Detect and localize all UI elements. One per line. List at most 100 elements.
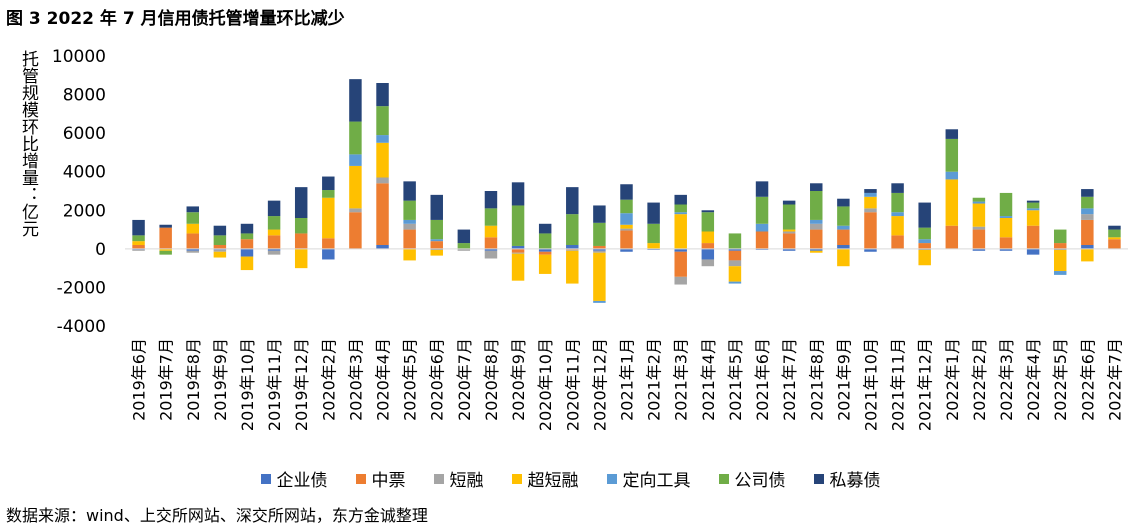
bar-segment <box>1026 208 1040 211</box>
x-tick-label: 2019年11月 <box>265 338 284 431</box>
bar-segment <box>945 129 959 139</box>
bar-segment <box>566 214 579 245</box>
bar-segment <box>755 223 769 232</box>
bars-group <box>132 79 1121 303</box>
bar-segment <box>376 245 389 249</box>
bar-segment <box>972 203 986 227</box>
bar-segment <box>1081 189 1094 197</box>
bar-segment <box>810 248 823 251</box>
bar-segment <box>864 192 877 197</box>
bar-segment <box>945 138 959 172</box>
bar-segment <box>620 248 633 252</box>
y-tick-label: 6000 <box>63 124 106 144</box>
bar-segment <box>918 202 931 228</box>
bar-segment <box>891 216 904 236</box>
bar-segment <box>701 210 715 213</box>
bar-segment <box>322 176 335 191</box>
y-tick-label: 0 <box>95 240 106 260</box>
legend-label: 企业债 <box>276 471 328 491</box>
bar-segment <box>837 198 850 207</box>
bar-segment <box>457 243 471 249</box>
legend-item: 私募债 <box>813 466 881 491</box>
bar-segment <box>810 229 823 249</box>
x-tick-label: 2021年7月 <box>780 338 799 421</box>
chart-title: 图 3 2022 年 7 月信用债托管增量环比减少 <box>6 9 345 29</box>
y-tick-label: 4000 <box>63 163 106 183</box>
bar-segment <box>999 237 1013 249</box>
legend-swatch <box>813 473 824 484</box>
y-tick-label: 2000 <box>63 201 106 221</box>
bar-segment <box>782 204 796 230</box>
bar-segment <box>701 248 715 260</box>
bar-segment <box>267 216 281 230</box>
bar-segment <box>322 197 335 239</box>
legend-swatch <box>511 473 522 484</box>
stacked-bar-chart: 10000 8000 6000 4000 2000 0 -2000 -4000 2019年6月… <box>52 47 1128 431</box>
x-tick-label: 2019年10月 <box>238 338 257 431</box>
bar-segment <box>1026 225 1040 249</box>
bar-segment <box>484 191 498 209</box>
y-axis-label: 托管规模环比增量：亿元 <box>18 50 38 237</box>
bar-segment <box>620 228 633 231</box>
bar-segment <box>376 83 389 107</box>
bar-segment <box>593 300 606 303</box>
x-tick-label: 2022年4月 <box>1024 338 1043 421</box>
bar-segment <box>620 184 633 200</box>
bar-segment <box>430 249 443 256</box>
bar-segment <box>159 248 172 251</box>
bar-segment <box>810 223 823 230</box>
bar-segment <box>701 231 715 244</box>
bar-segment <box>755 196 769 224</box>
bar-segment <box>782 200 796 205</box>
bar-segment <box>620 224 633 229</box>
x-tick-label: 2022年1月 <box>943 338 962 421</box>
legend-label: 中票 <box>371 471 406 491</box>
bar-segment <box>728 266 742 282</box>
bar-segment <box>999 216 1013 218</box>
bar-segment <box>538 248 552 252</box>
bar-segment <box>376 183 389 245</box>
bar-segment <box>484 225 498 238</box>
bar-segment <box>349 165 362 209</box>
y-tick-label: -2000 <box>57 278 106 298</box>
x-tick-label: 2022年2月 <box>970 338 989 421</box>
x-tick-label: 2020年3月 <box>346 338 365 421</box>
bar-segment <box>186 248 200 251</box>
bar-segment <box>837 225 850 230</box>
bar-segment <box>945 225 959 249</box>
bar-segment <box>891 192 904 213</box>
bar-segment <box>267 248 281 251</box>
bar-segment <box>349 208 362 213</box>
bar-segment <box>484 237 498 249</box>
bar-segment <box>322 238 335 249</box>
bar-segment <box>918 249 931 266</box>
x-tick-label: 2021年8月 <box>807 338 826 421</box>
bar-segment <box>891 212 904 217</box>
bar-segment <box>728 260 742 267</box>
bar-segment <box>1108 239 1121 249</box>
bar-segment <box>484 250 498 259</box>
x-tick-label: 2019年12月 <box>292 338 311 431</box>
bar-segment <box>430 239 443 242</box>
bar-segment <box>782 248 796 251</box>
bar-segment <box>186 250 200 253</box>
bar-segment <box>593 222 606 246</box>
bar-segment <box>511 253 525 281</box>
bar-segment <box>620 213 633 225</box>
bar-segment <box>511 248 525 253</box>
bar-segment <box>349 212 362 249</box>
bar-segment <box>376 106 389 136</box>
bar-segment <box>755 231 769 249</box>
bar-segment <box>403 229 416 249</box>
bar-segment <box>1081 219 1094 245</box>
bar-segment <box>810 250 823 253</box>
bar-segment <box>403 223 416 230</box>
bar-segment <box>674 212 687 215</box>
bar-segment <box>1053 249 1067 272</box>
bar-segment <box>972 248 986 251</box>
bar-segment <box>349 154 362 166</box>
legend-item: 中票 <box>355 466 406 491</box>
bar-segment <box>837 248 850 267</box>
bar-segment <box>999 192 1013 217</box>
bar-segment <box>674 214 687 249</box>
